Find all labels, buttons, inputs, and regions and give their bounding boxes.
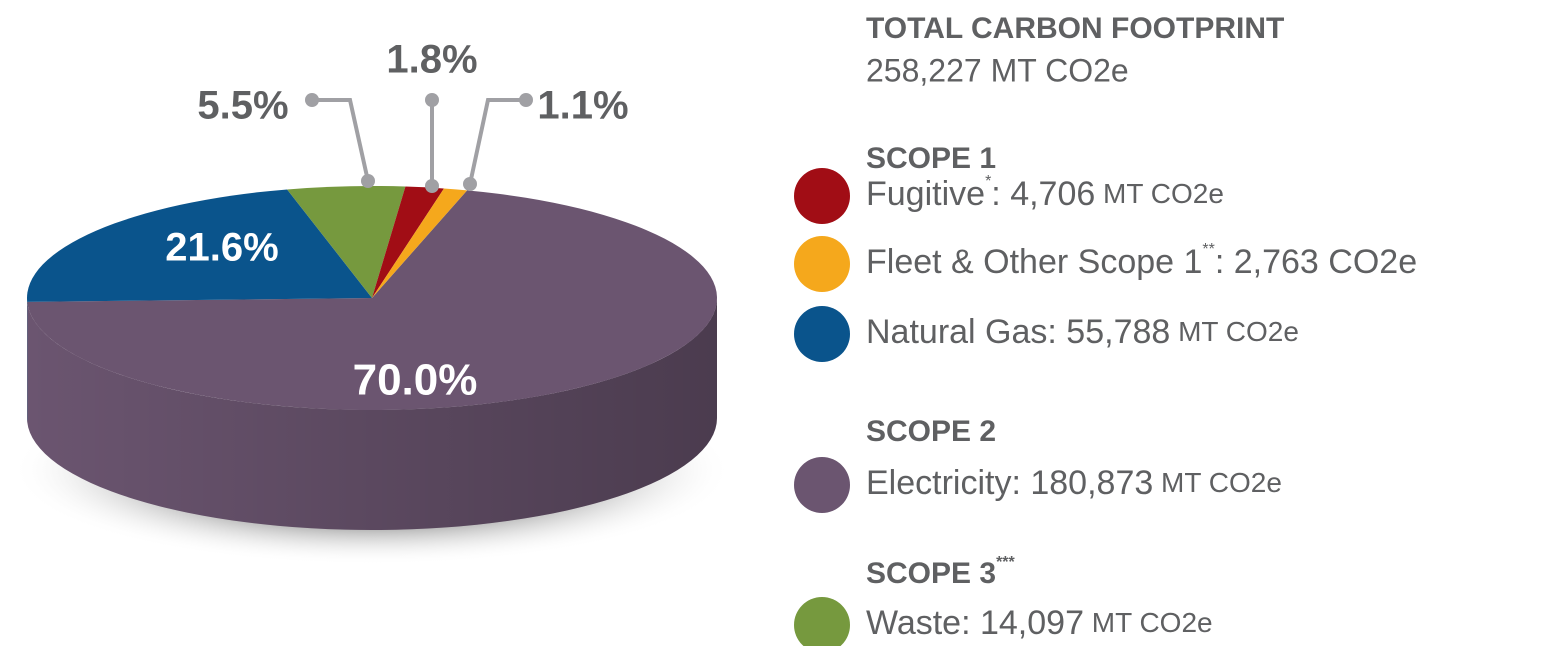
legend-unit: MT CO2e [1153, 467, 1282, 498]
legend-name: Electricity [866, 464, 1011, 502]
legend-entry: Waste: 14,097 MT CO2e [866, 604, 1213, 642]
slice [27, 189, 373, 302]
legend-unit: MT CO2e [1084, 607, 1213, 638]
slice [372, 188, 468, 298]
data-label: 5.5% [197, 84, 288, 128]
slice [27, 190, 718, 410]
legend-name: Waste [866, 604, 961, 642]
slice [372, 186, 444, 298]
legend-swatch [794, 168, 850, 224]
legend-amount: : 4,706 [991, 175, 1095, 213]
legend-name: Fleet & Other Scope 1 [866, 243, 1202, 281]
legend-amount: : 14,097 [961, 604, 1084, 642]
leader-dot [361, 174, 375, 188]
leader-dot [305, 93, 319, 107]
legend-note: ** [1202, 241, 1214, 258]
leader-line [312, 98, 370, 182]
leader-dot [463, 177, 477, 191]
data-label: 1.8% [386, 38, 477, 82]
legend-heading: SCOPE 2 [866, 415, 996, 448]
leader-dot [425, 93, 439, 107]
legend-entry: Electricity: 180,873 MT CO2e [866, 464, 1282, 502]
summary-total: 258,227 MT CO2e [866, 52, 1129, 88]
legend-entry: Natural Gas: 55,788 MT CO2e [866, 313, 1299, 351]
data-label: 1.1% [537, 84, 628, 128]
legend-heading: SCOPE 3*** [866, 554, 1016, 590]
legend-unit: MT CO2e [1095, 178, 1224, 209]
legend-amount: : 2,763 CO2e [1215, 243, 1417, 281]
heading-note: *** [996, 554, 1015, 571]
legend-note: * [985, 173, 991, 190]
legend-swatch [794, 236, 850, 292]
slice [287, 186, 406, 298]
slice-side-shade [27, 298, 718, 531]
legend-swatch [794, 457, 850, 513]
heading-text: SCOPE 1 [866, 142, 996, 175]
legend-entry: Fugitive*: 4,706 MT CO2e [866, 173, 1224, 213]
legend-amount: : 55,788 [1047, 313, 1170, 351]
legend-name: Fugitive [866, 175, 985, 213]
legend-amount: : 180,873 [1011, 464, 1153, 502]
heading-text: SCOPE 2 [866, 415, 996, 448]
legend-unit: MT CO2e [1170, 316, 1299, 347]
leader-line [468, 98, 526, 185]
heading-text: SCOPE 3 [866, 557, 996, 590]
data-label: 70.0% [353, 356, 478, 405]
leader-dot [425, 179, 439, 193]
data-label: 21.6% [165, 226, 278, 270]
legend-entry: Fleet & Other Scope 1**: 2,763 CO2e [866, 241, 1417, 281]
legend-name: Natural Gas [866, 313, 1047, 351]
summary-title: TOTAL CARBON FOOTPRINT [866, 12, 1284, 45]
legend-heading: SCOPE 1 [866, 142, 996, 175]
legend-swatch [794, 306, 850, 362]
legend-swatch [794, 597, 850, 646]
leader-dot [519, 93, 533, 107]
